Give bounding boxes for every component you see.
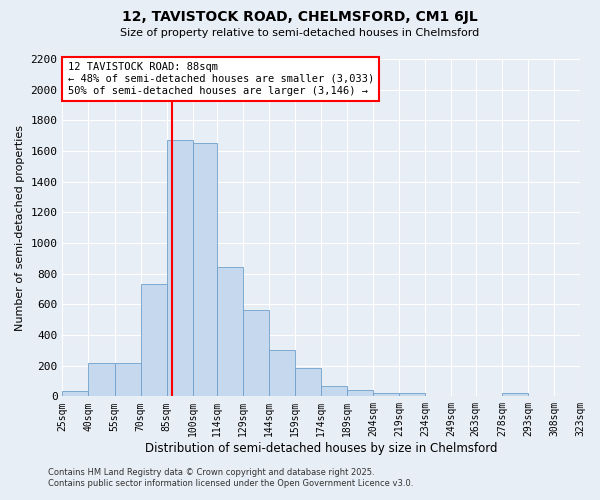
Bar	[193, 144, 217, 396]
Bar	[88, 362, 115, 396]
Y-axis label: Number of semi-detached properties: Number of semi-detached properties	[15, 124, 25, 330]
Text: Contains HM Land Registry data © Crown copyright and database right 2025.
Contai: Contains HM Land Registry data © Crown c…	[48, 468, 413, 487]
Bar	[217, 267, 243, 396]
Bar	[347, 390, 373, 396]
Bar	[62, 391, 88, 396]
Bar	[373, 392, 400, 396]
Bar	[243, 310, 269, 396]
Bar	[295, 368, 321, 396]
Bar	[167, 140, 193, 396]
Text: Size of property relative to semi-detached houses in Chelmsford: Size of property relative to semi-detach…	[121, 28, 479, 38]
X-axis label: Distribution of semi-detached houses by size in Chelmsford: Distribution of semi-detached houses by …	[145, 442, 497, 455]
Text: 12 TAVISTOCK ROAD: 88sqm
← 48% of semi-detached houses are smaller (3,033)
50% o: 12 TAVISTOCK ROAD: 88sqm ← 48% of semi-d…	[68, 62, 374, 96]
Bar	[502, 394, 528, 396]
Bar	[400, 394, 425, 396]
Text: 12, TAVISTOCK ROAD, CHELMSFORD, CM1 6JL: 12, TAVISTOCK ROAD, CHELMSFORD, CM1 6JL	[122, 10, 478, 24]
Bar	[115, 362, 140, 396]
Bar	[269, 350, 295, 397]
Bar	[140, 284, 167, 397]
Bar	[321, 386, 347, 396]
